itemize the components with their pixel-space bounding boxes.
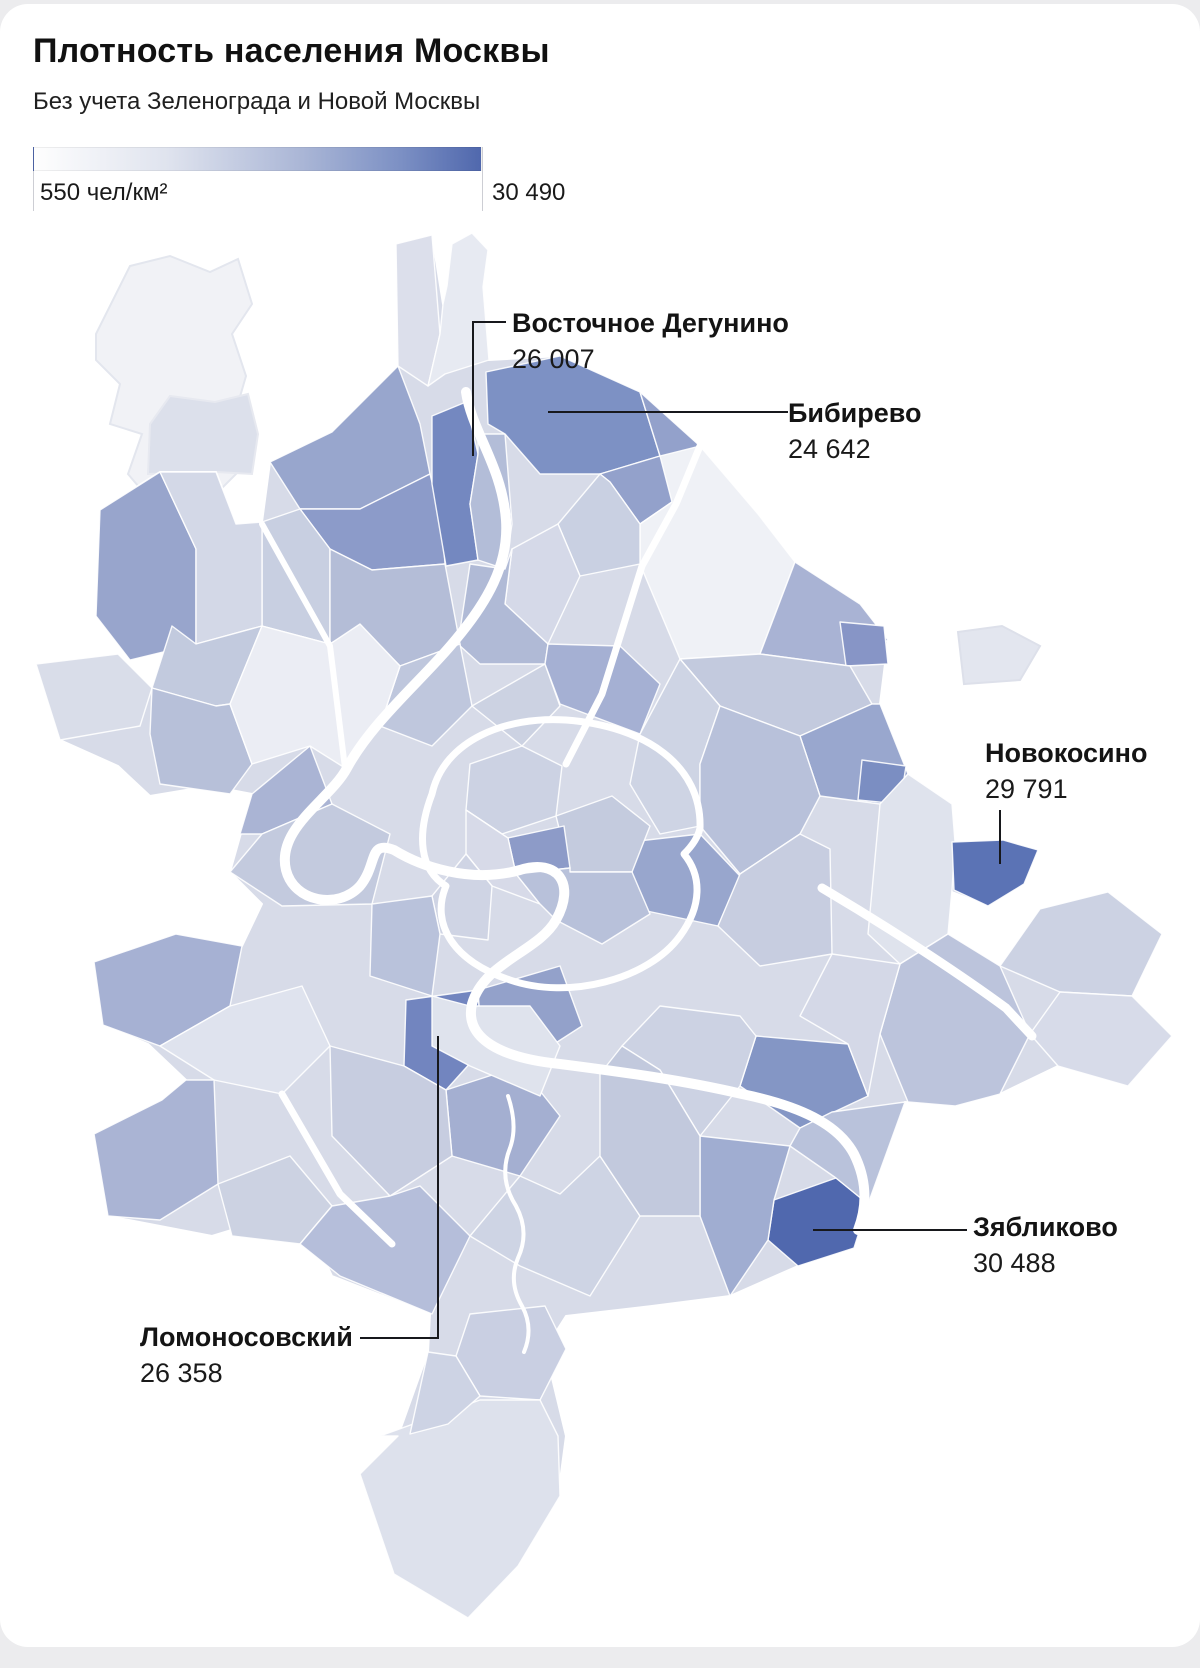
map-region — [359, 1399, 561, 1619]
map-region — [839, 621, 889, 667]
map-region — [229, 623, 401, 769]
okrug-border — [259, 521, 348, 771]
map-region — [465, 809, 541, 905]
map-region — [867, 773, 956, 965]
moskva-river — [279, 387, 870, 1235]
region-northwest-patch — [146, 392, 260, 476]
page-subtitle: Без учета Зеленограда и Новой Москвы — [33, 88, 481, 115]
annotation-district-name: Ломоносовский — [140, 1322, 353, 1352]
map-region — [409, 1351, 481, 1435]
map-region — [299, 1185, 471, 1315]
map-region — [329, 1045, 453, 1197]
okrug-border — [419, 716, 704, 992]
annotation-district-value: 24 642 — [788, 434, 871, 464]
okrug-border — [278, 1090, 396, 1248]
map-region — [369, 895, 441, 997]
legend-min-label: 550 чел/км² — [40, 179, 168, 206]
map-region-novokosino — [951, 839, 1039, 907]
okrug-border — [562, 442, 704, 768]
moscow-density-map: Восточное Дегунино 26 007 Бибирево 24 64… — [0, 4, 1200, 1647]
legend-tick-max — [482, 147, 483, 211]
map-region — [159, 471, 263, 645]
annotation-lomonosovsky: Ломоносовский 26 358 — [140, 1320, 353, 1390]
annotation-district-name: Новокосино — [985, 738, 1148, 768]
annotation-district-value: 26 358 — [140, 1358, 223, 1388]
stream — [503, 1094, 531, 1354]
legend-max-label: 30 490 — [492, 179, 566, 206]
map-region — [879, 933, 1031, 1107]
page-title: Плотность населения Москвы — [33, 32, 550, 70]
legend-gradient-bar — [33, 147, 482, 171]
annotation-district-name: Бибирево — [788, 398, 922, 428]
infographic-card: Плотность населения Москвы Без учета Зел… — [0, 4, 1200, 1647]
annotation-district-value: 29 791 — [985, 774, 1068, 804]
annotation-vostochnoye-degunino: Восточное Дегунино 26 007 — [512, 306, 789, 376]
annotation-district-value: 30 488 — [973, 1248, 1056, 1278]
annotation-district-name: Восточное Дегунино — [512, 308, 789, 338]
map-region — [471, 663, 561, 747]
annotation-leader-line — [360, 1036, 439, 1339]
map-region — [395, 234, 441, 387]
annotation-leader-line — [472, 321, 506, 456]
legend-tick-min — [33, 147, 34, 211]
annotation-district-value: 26 007 — [512, 344, 595, 374]
map-region — [1029, 991, 1173, 1087]
map-region — [799, 953, 901, 1097]
annotation-novokosino: Новокосино 29 791 — [985, 736, 1147, 806]
map-canvas — [35, 232, 1173, 1619]
region-east-island — [956, 624, 1042, 686]
map-region — [93, 1079, 219, 1221]
okrug-border — [817, 883, 1037, 1041]
annotation-bibirevo: Бибирево 24 642 — [788, 396, 922, 466]
annotation-district-name: Зябликово — [973, 1212, 1118, 1242]
annotation-zyablikovo: Зябликово 30 488 — [973, 1210, 1118, 1280]
map-region — [35, 653, 153, 741]
